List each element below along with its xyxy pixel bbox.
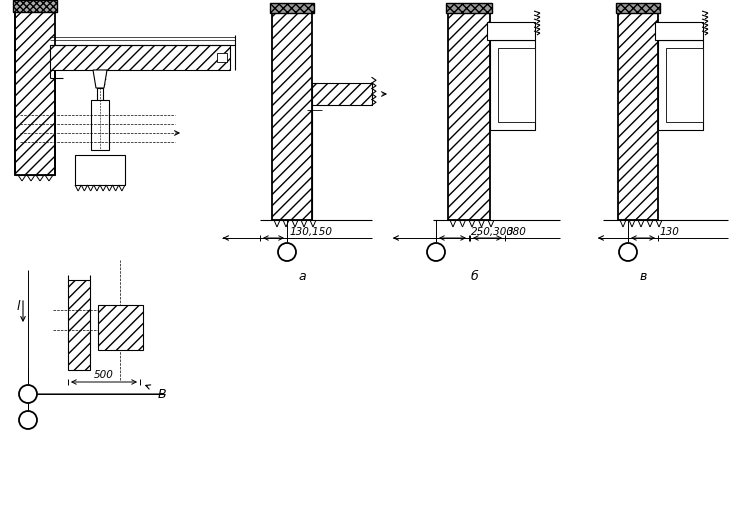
Bar <box>13 1 57 13</box>
Text: 380: 380 <box>507 227 527 236</box>
Bar <box>91 101 109 150</box>
Text: а: а <box>298 269 306 282</box>
Text: б: б <box>470 269 478 282</box>
Polygon shape <box>93 71 107 89</box>
Bar <box>15 13 55 176</box>
Bar <box>658 41 703 131</box>
Text: 130: 130 <box>660 227 680 236</box>
Bar <box>448 14 490 221</box>
Bar <box>618 14 658 221</box>
Bar <box>75 156 125 186</box>
Bar <box>666 49 703 123</box>
Bar <box>97 89 103 101</box>
Text: 500: 500 <box>94 369 114 379</box>
Text: l: l <box>16 299 20 312</box>
Text: в: в <box>640 269 646 282</box>
Bar <box>487 23 535 41</box>
Bar <box>272 14 312 221</box>
Bar <box>312 84 372 106</box>
Bar <box>655 23 703 41</box>
Text: 250,300: 250,300 <box>471 227 514 236</box>
Bar <box>498 49 535 123</box>
Bar <box>270 4 314 14</box>
Circle shape <box>427 243 445 262</box>
Bar <box>68 280 90 370</box>
Bar <box>50 46 230 71</box>
Circle shape <box>19 411 37 429</box>
Bar <box>616 4 660 14</box>
Circle shape <box>619 243 637 262</box>
Circle shape <box>278 243 296 262</box>
Bar <box>490 41 535 131</box>
Bar <box>446 4 492 14</box>
Bar <box>217 54 227 63</box>
Bar <box>98 306 143 350</box>
Circle shape <box>19 385 37 403</box>
Text: 130,150: 130,150 <box>290 227 333 236</box>
Text: B: B <box>158 388 166 400</box>
